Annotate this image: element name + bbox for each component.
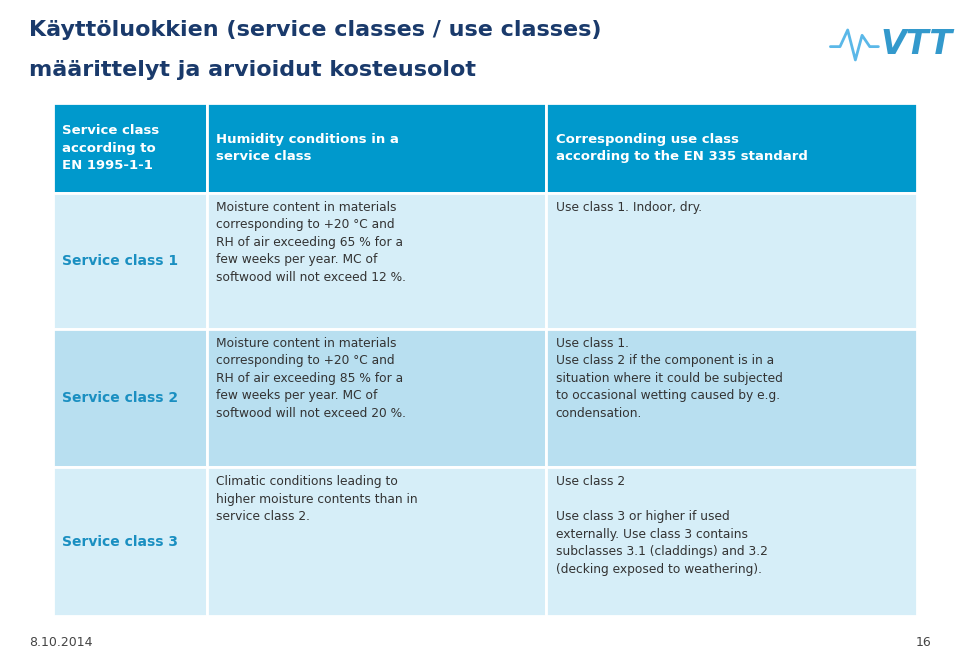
Text: Service class 2: Service class 2	[62, 391, 179, 405]
Text: Use class 1. Indoor, dry.: Use class 1. Indoor, dry.	[556, 201, 702, 214]
Bar	[546, 193, 917, 329]
Bar	[53, 329, 206, 468]
Text: Service class
according to
EN 1995-1-1: Service class according to EN 1995-1-1	[62, 124, 159, 172]
Bar	[206, 329, 546, 468]
Text: määrittelyt ja arvioidut kosteusolot: määrittelyt ja arvioidut kosteusolot	[29, 60, 476, 80]
Text: Climatic conditions leading to
higher moisture contents than in
service class 2.: Climatic conditions leading to higher mo…	[216, 476, 418, 523]
Bar	[206, 468, 546, 616]
Text: Corresponding use class
according to the EN 335 standard: Corresponding use class according to the…	[556, 133, 807, 163]
Text: Service class 3: Service class 3	[62, 535, 179, 549]
Text: Humidity conditions in a
service class: Humidity conditions in a service class	[216, 133, 399, 163]
Bar	[546, 103, 917, 193]
Bar	[53, 193, 206, 329]
Bar	[53, 468, 206, 616]
Bar	[206, 103, 546, 193]
Text: Käyttöluokkien (service classes / use classes): Käyttöluokkien (service classes / use cl…	[29, 20, 601, 40]
Text: VTT: VTT	[880, 28, 952, 61]
Bar	[53, 103, 206, 193]
Bar	[546, 329, 917, 468]
Text: Service class 1: Service class 1	[62, 254, 179, 268]
Bar	[206, 193, 546, 329]
Text: 8.10.2014: 8.10.2014	[29, 636, 92, 649]
Text: 16: 16	[916, 636, 931, 649]
Text: Use class 1.
Use class 2 if the component is in a
situation where it could be su: Use class 1. Use class 2 if the componen…	[556, 337, 782, 420]
Text: Moisture content in materials
corresponding to +20 °C and
RH of air exceeding 85: Moisture content in materials correspond…	[216, 337, 406, 420]
Bar	[546, 468, 917, 616]
Text: Use class 2

Use class 3 or higher if used
externally. Use class 3 contains
subc: Use class 2 Use class 3 or higher if use…	[556, 476, 768, 576]
Text: Moisture content in materials
corresponding to +20 °C and
RH of air exceeding 65: Moisture content in materials correspond…	[216, 201, 406, 284]
